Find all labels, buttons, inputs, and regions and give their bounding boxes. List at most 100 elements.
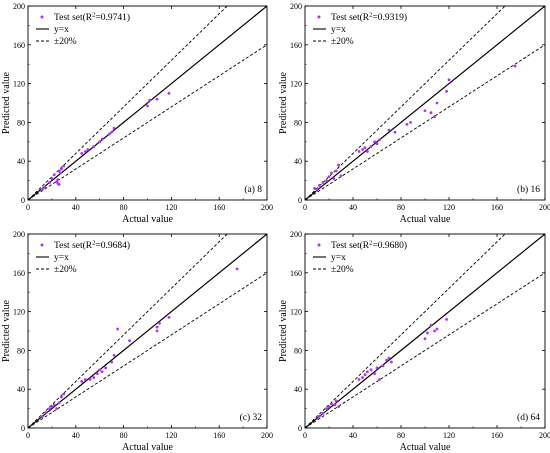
y-tick-label: 0 xyxy=(21,424,25,433)
y-tick-label: 0 xyxy=(298,196,302,205)
data-point xyxy=(107,132,111,136)
legend-label-band: ±20% xyxy=(331,37,354,47)
x-tick-label: 80 xyxy=(120,431,128,440)
y-tick-label: 40 xyxy=(294,385,302,394)
upper-20pct-line xyxy=(305,6,506,200)
data-point xyxy=(52,173,56,177)
data-point xyxy=(369,145,373,149)
data-point xyxy=(83,150,87,153)
data-point xyxy=(44,411,48,414)
data-point xyxy=(62,164,66,168)
data-point xyxy=(378,378,381,381)
data-point xyxy=(366,370,369,374)
data-point xyxy=(50,405,54,409)
x-tick-label: 40 xyxy=(349,203,357,212)
y-tick-label: 200 xyxy=(13,2,25,11)
data-point xyxy=(57,183,61,186)
data-point xyxy=(363,373,367,377)
data-point xyxy=(375,142,379,146)
legend-label-identity: y=x xyxy=(54,253,69,263)
x-tick-label: 120 xyxy=(165,431,177,440)
data-point xyxy=(426,331,429,335)
legend-label-band: ±20% xyxy=(54,37,77,47)
data-point xyxy=(433,115,436,118)
data-point xyxy=(315,188,319,192)
x-tick-label: 120 xyxy=(165,203,177,212)
legend: Test set(R2=0.9319)y=x ±20% xyxy=(313,12,407,47)
x-tick-label: 160 xyxy=(491,431,503,440)
data-point xyxy=(104,366,108,370)
legend: Test set(R2=0.9680)y=x ±20% xyxy=(313,240,407,275)
y-tick-label: 0 xyxy=(298,424,302,433)
data-point xyxy=(92,376,96,379)
identity-line xyxy=(305,234,545,428)
data-point xyxy=(330,402,333,406)
y-tick-label: 80 xyxy=(294,118,302,127)
data-point xyxy=(48,407,51,410)
data-point xyxy=(387,356,391,360)
upper-20pct-line xyxy=(305,234,506,428)
data-point xyxy=(513,64,517,68)
data-point xyxy=(369,368,373,372)
panel-label: (d) 64 xyxy=(517,412,540,423)
x-tick-label: 200 xyxy=(261,431,273,440)
data-point xyxy=(313,186,316,190)
y-tick-label: 40 xyxy=(17,157,25,166)
y-tick-label: 120 xyxy=(13,80,25,89)
y-tick-label: 160 xyxy=(290,269,302,278)
data-point xyxy=(366,150,369,153)
data-point xyxy=(433,329,436,333)
data-point xyxy=(60,395,63,399)
x-tick-label: 160 xyxy=(213,431,225,440)
legend-label-test-set: Test set(R2=0.9741) xyxy=(54,12,130,24)
data-point xyxy=(337,163,340,167)
legend-label-identity: y=x xyxy=(54,25,69,35)
data-point xyxy=(363,146,367,150)
x-tick-label: 0 xyxy=(26,431,30,440)
y-tick-label: 40 xyxy=(294,157,302,166)
data-point xyxy=(385,358,388,362)
y-tick-label: 120 xyxy=(290,308,302,317)
y-tick-label: 80 xyxy=(17,346,25,355)
lower-20pct-line xyxy=(305,44,545,200)
data-point xyxy=(357,378,361,381)
data-point xyxy=(110,130,114,134)
data-point xyxy=(155,325,159,329)
x-tick-label: 80 xyxy=(397,431,405,440)
x-tick-label: 0 xyxy=(26,203,30,212)
data-point xyxy=(423,337,427,341)
x-axis-title: Actual value xyxy=(122,214,173,225)
data-point xyxy=(375,366,379,370)
data-point xyxy=(80,380,84,383)
legend-label-band: ±20% xyxy=(331,265,354,275)
data-point xyxy=(445,89,448,93)
data-point xyxy=(361,148,364,151)
data-point xyxy=(381,364,385,368)
data-point xyxy=(373,140,376,144)
data-point xyxy=(327,175,331,179)
data-point xyxy=(339,174,343,178)
data-point xyxy=(429,323,433,327)
y-tick-label: 160 xyxy=(290,41,302,50)
data-point xyxy=(155,329,159,333)
panel-2: 0 40 80 120 160 200 0 40 80 120 160 200 Actual value… xyxy=(278,2,550,225)
data-point xyxy=(332,177,336,181)
x-tick-label: 120 xyxy=(443,431,455,440)
data-point xyxy=(98,368,102,372)
x-axis-title: Actual value xyxy=(122,442,173,453)
data-point xyxy=(318,184,321,187)
y-tick-label: 200 xyxy=(290,2,302,11)
x-tick-label: 160 xyxy=(491,203,503,212)
y-tick-label: 200 xyxy=(290,230,302,239)
data-point xyxy=(405,122,409,126)
data-point xyxy=(57,169,61,173)
data-point xyxy=(167,91,171,95)
y-tick-label: 200 xyxy=(13,230,25,239)
x-tick-label: 0 xyxy=(303,431,307,440)
data-point xyxy=(373,372,376,376)
data-point xyxy=(57,401,61,405)
data-point xyxy=(325,407,328,410)
data-point xyxy=(116,327,120,331)
x-axis-title: Actual value xyxy=(400,442,451,453)
